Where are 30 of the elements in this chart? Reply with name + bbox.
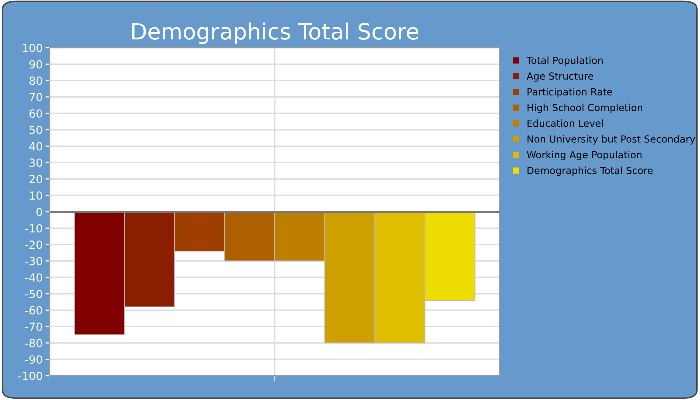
y-tick-label: 30 [30, 158, 42, 168]
legend-label: Participation Rate [528, 88, 612, 98]
legend-label: Non University but Post Secondary [528, 135, 696, 145]
y-tick-label: 20 [30, 175, 42, 184]
y-tick-label: 80 [30, 76, 42, 86]
y-tick-label: -30 [25, 257, 42, 266]
legend-label: Working Age Population [527, 151, 642, 161]
y-tick-label: 90 [30, 60, 42, 69]
y-tick-label: 60 [30, 110, 42, 118]
y-tick-label: -50 [25, 290, 42, 298]
legend-label: High School Completion [528, 104, 643, 114]
legend-label: Age Structure [526, 72, 594, 82]
legend-label: Total Population [526, 56, 603, 66]
y-tick-label: 50 [30, 126, 42, 134]
y-tick-label: -80 [25, 339, 42, 348]
y-tick-label: -60 [25, 306, 42, 315]
y-tick-label: -70 [25, 322, 42, 332]
y-tick-label: 70 [30, 93, 42, 102]
y-tick-label: -10 [25, 224, 42, 233]
y-tick-label: -100 [18, 372, 42, 380]
y-tick-label: -20 [25, 240, 42, 250]
y-tick-label: 10 [30, 192, 42, 200]
y-tick-label: 40 [29, 142, 42, 151]
legend-label: Demographics Total Score [528, 166, 653, 176]
y-tick-label: 100 [23, 44, 42, 52]
y-tick-label: -40 [25, 274, 42, 282]
y-tick-label: 0 [36, 208, 42, 216]
legend-label: Education Level [528, 120, 604, 128]
chart-title: Demographics Total Score [132, 22, 418, 44]
y-tick-label: -90 [25, 356, 42, 364]
